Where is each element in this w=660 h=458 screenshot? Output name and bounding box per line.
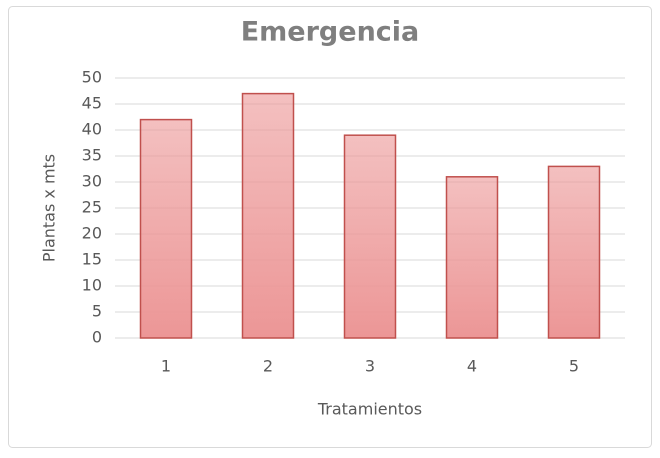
bar [343, 134, 397, 339]
y-tick-label: 30 [82, 172, 102, 191]
y-tick-label: 45 [82, 94, 102, 113]
y-tick-label: 0 [92, 328, 102, 347]
bar [241, 92, 295, 339]
y-tick-label: 5 [92, 302, 102, 321]
x-axis-title: Tratamientos [317, 400, 422, 419]
bar [139, 118, 193, 339]
y-tick-label: 15 [82, 250, 102, 269]
x-tick-label: 5 [569, 357, 579, 376]
x-tick-label: 1 [161, 357, 171, 376]
y-tick-label: 20 [82, 224, 102, 243]
x-tick-label: 3 [365, 357, 375, 376]
y-tick-label: 25 [82, 198, 102, 217]
y-tick-label: 35 [82, 146, 102, 165]
y-tick-label: 40 [82, 120, 102, 139]
bar [547, 165, 601, 339]
y-tick-label: 50 [82, 68, 102, 87]
y-tick-label: 10 [82, 276, 102, 295]
y-axis-title: Plantas x mts [40, 154, 59, 262]
x-tick-label: 2 [263, 357, 273, 376]
chart-title: Emergencia [241, 17, 420, 48]
bar [445, 176, 499, 339]
x-tick-label: 4 [467, 357, 477, 376]
